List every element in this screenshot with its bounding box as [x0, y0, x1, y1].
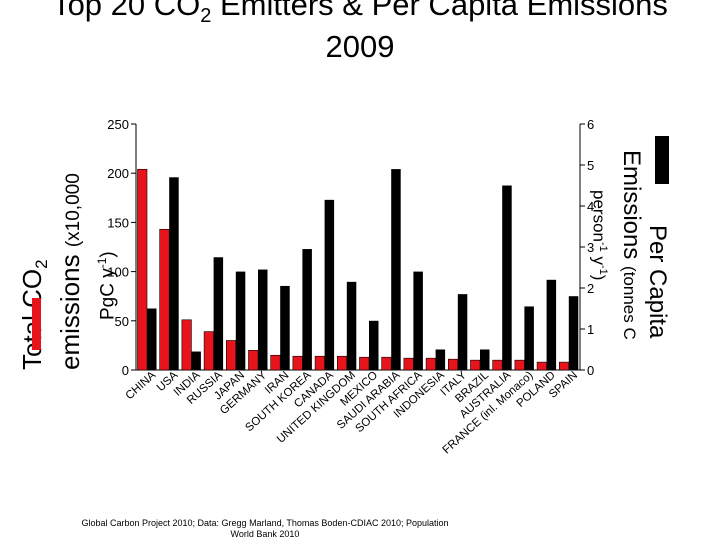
- y-right-tick-label: 5: [587, 158, 594, 173]
- y-right-tick-label: 6: [587, 117, 594, 132]
- bar-total-emissions: [558, 361, 570, 371]
- bar-total-emissions: [514, 359, 525, 371]
- bar-per-capita: [258, 269, 268, 370]
- bar-total-emissions: [292, 355, 303, 371]
- bar-total-emissions: [181, 319, 192, 371]
- bar-total-emissions: [159, 228, 170, 371]
- bar-total-emissions: [314, 355, 325, 371]
- bar-per-capita: [502, 185, 512, 370]
- footer-line1: Global Carbon Project 2010; Data: Gregg …: [81, 518, 449, 528]
- bar-per-capita: [391, 169, 401, 370]
- bar-per-capita: [235, 271, 246, 370]
- y-right-tick-label: 1: [587, 322, 594, 337]
- bar-per-capita: [169, 177, 179, 370]
- legend-swatch-red: [32, 298, 41, 350]
- chart-title-line2: 2009: [325, 29, 395, 64]
- chart-title: Top 20 CO2 Emitters & Per Capita Emissio…: [0, 0, 720, 33]
- bar-per-capita: [302, 249, 312, 370]
- bar-per-capita: [191, 351, 201, 370]
- bar-per-capita: [346, 281, 357, 370]
- y-left-tick-label: 150: [107, 215, 129, 230]
- bar-total-emissions: [336, 355, 348, 371]
- y-left-tick-label: 200: [107, 166, 129, 181]
- bar-per-capita: [280, 285, 290, 370]
- bar-per-capita: [435, 349, 446, 370]
- bar-per-capita: [369, 320, 379, 370]
- y-left-tick-label: 100: [107, 265, 129, 280]
- y-left-tick-label: 0: [122, 363, 129, 378]
- y-right-tick-label: 4: [587, 199, 594, 214]
- bar-total-emissions: [536, 361, 547, 371]
- y-right-tick-label: 3: [587, 240, 594, 255]
- bar-per-capita: [147, 308, 157, 370]
- y-right-tick-label: 2: [587, 281, 594, 296]
- title-part1: Top 20 CO: [52, 0, 201, 22]
- y-right-tick-label: 0: [587, 363, 594, 378]
- bar-total-emissions: [226, 340, 237, 371]
- source-footer: Global Carbon Project 2010; Data: Gregg …: [0, 518, 530, 540]
- bar-total-emissions: [270, 354, 281, 371]
- title-subscript: 2: [200, 5, 212, 28]
- bar-per-capita: [568, 296, 579, 370]
- bar-total-emissions: [359, 356, 370, 371]
- y-left-tick-label: 50: [115, 314, 129, 329]
- bar-per-capita: [213, 257, 224, 370]
- bar-total-emissions: [137, 168, 148, 371]
- bar-total-emissions: [492, 359, 503, 371]
- y-left-tick-label: 250: [107, 117, 129, 132]
- bar-per-capita: [480, 349, 490, 370]
- bar-per-capita: [546, 279, 557, 370]
- bar-total-emissions: [381, 356, 392, 371]
- bar-total-emissions: [403, 357, 414, 371]
- bar-total-emissions: [470, 359, 481, 371]
- bar-per-capita: [324, 199, 335, 370]
- bar-total-emissions: [447, 358, 459, 371]
- footer-line2: World Bank 2010: [230, 529, 300, 539]
- bar-per-capita: [413, 271, 423, 370]
- legend-swatch-black: [655, 136, 669, 184]
- bar-per-capita: [524, 306, 534, 370]
- bar-total-emissions: [203, 331, 214, 371]
- title-part2: Emitters & Per Capita Emissions: [211, 0, 668, 22]
- bar-total-emissions: [248, 350, 259, 371]
- bar-per-capita: [457, 294, 468, 370]
- bar-total-emissions: [425, 357, 436, 371]
